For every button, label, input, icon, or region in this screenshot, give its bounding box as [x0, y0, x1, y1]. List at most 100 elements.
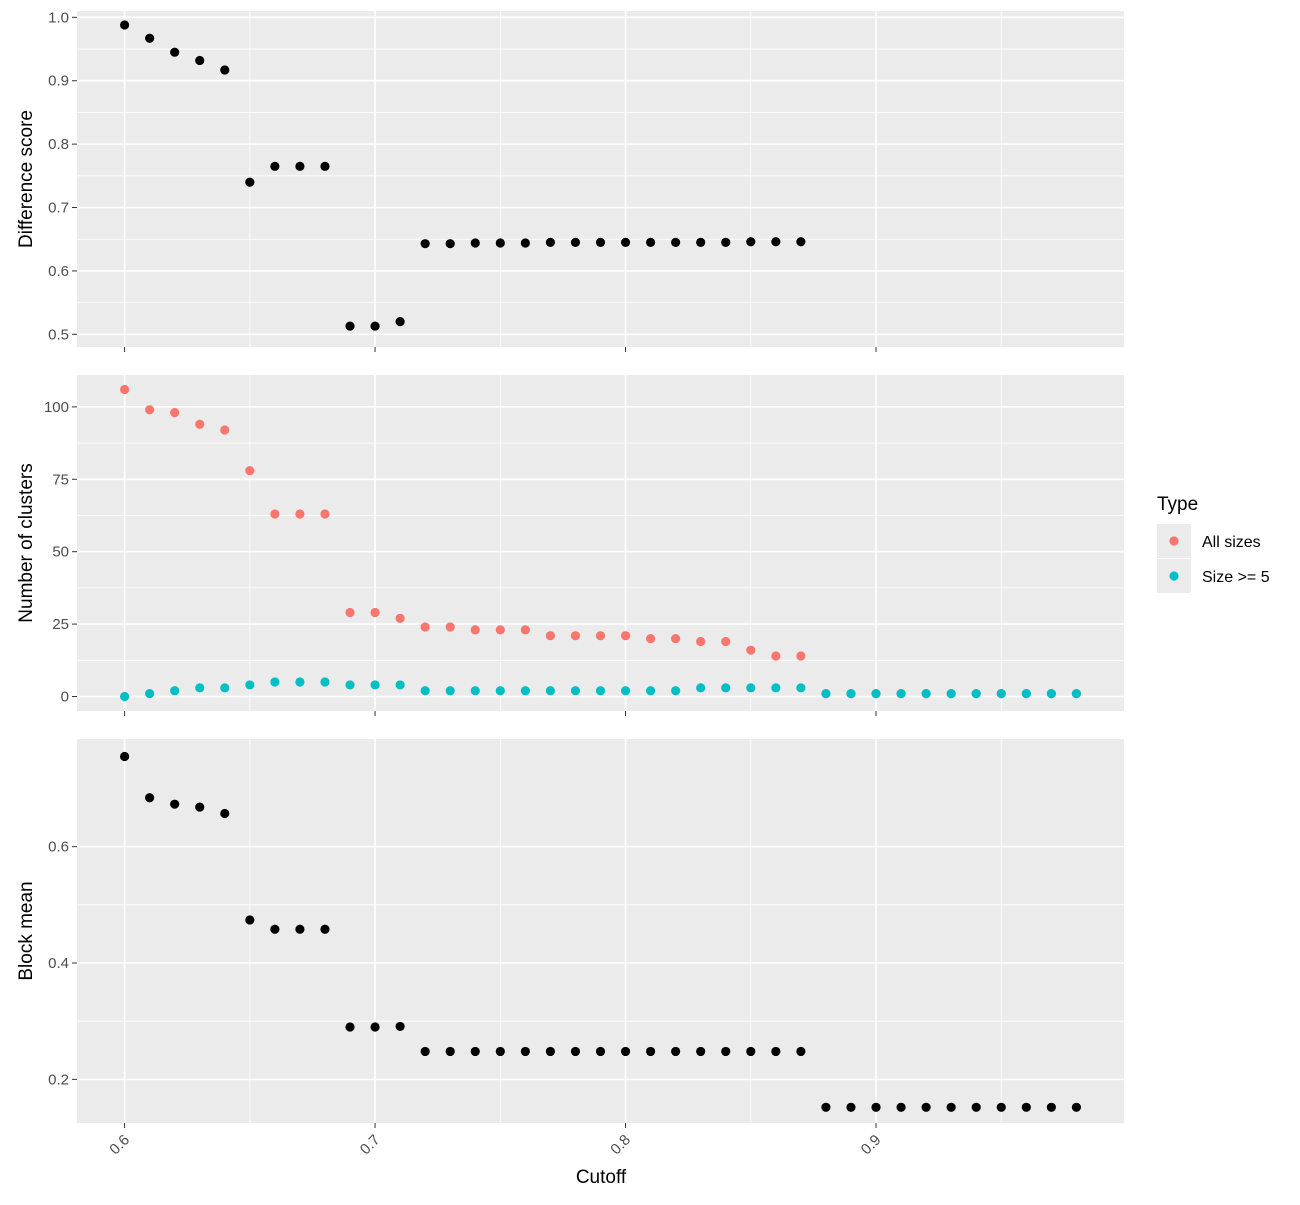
y-tick-label: 50 — [52, 544, 69, 561]
data-point — [1021, 1102, 1031, 1112]
data-point — [295, 924, 305, 934]
panel-background — [77, 375, 1124, 711]
data-point — [545, 237, 556, 247]
data-point — [270, 924, 280, 934]
data-point — [270, 509, 280, 519]
data-point — [295, 509, 305, 519]
legend-label-size-ge-5: Size >= 5 — [1202, 569, 1270, 586]
data-point — [671, 237, 681, 247]
y-tick-label: 0.7 — [48, 200, 69, 217]
x-tick-label: 0.6 — [106, 1131, 133, 1158]
data-point — [170, 408, 180, 418]
data-point — [796, 1046, 806, 1057]
panel-number-of-clusters: 0 25 50 75 100 Number of clusters — [16, 375, 1124, 716]
y-axis-title-difference-score: Difference score — [16, 110, 37, 248]
data-point — [119, 751, 130, 762]
data-point — [696, 237, 706, 247]
data-point — [119, 691, 130, 702]
legend: Type All sizes Size >= 5 — [1157, 494, 1270, 593]
data-point — [796, 651, 806, 661]
data-point — [696, 1046, 706, 1057]
data-point — [420, 239, 430, 249]
data-point — [170, 47, 180, 57]
panel-background — [77, 11, 1124, 347]
data-point — [595, 1046, 606, 1057]
data-point — [495, 625, 505, 635]
legend-title: Type — [1157, 494, 1198, 515]
y-tick-label: 100 — [44, 399, 69, 416]
data-point — [570, 631, 581, 641]
data-point — [796, 683, 806, 693]
data-point — [921, 689, 931, 699]
data-point — [896, 689, 906, 699]
data-point — [595, 631, 606, 641]
data-point — [320, 677, 330, 687]
data-point — [445, 239, 455, 249]
data-point — [671, 633, 681, 644]
data-point — [620, 237, 631, 247]
data-point — [746, 1046, 756, 1057]
legend-key-size-ge-5 — [1169, 571, 1179, 581]
data-point — [145, 33, 155, 43]
data-point — [971, 1102, 981, 1112]
data-point — [1071, 1102, 1082, 1112]
data-point — [445, 1046, 455, 1057]
data-point — [620, 686, 631, 696]
data-point — [671, 1046, 681, 1057]
data-point — [420, 1046, 430, 1057]
panel-background — [77, 739, 1124, 1123]
data-point — [946, 1102, 956, 1112]
data-point — [445, 686, 455, 696]
data-point — [345, 321, 355, 331]
data-point — [470, 1046, 480, 1057]
data-point — [495, 686, 505, 696]
data-point — [495, 1046, 505, 1057]
data-point — [470, 686, 480, 696]
data-point — [721, 683, 731, 693]
x-tick-label: 0.7 — [357, 1131, 384, 1158]
y-tick-label: 0.4 — [48, 955, 69, 972]
data-point — [1046, 1102, 1056, 1112]
data-point — [520, 686, 530, 696]
data-point — [220, 65, 230, 75]
panel-difference-score: 0.5 0.6 0.7 0.8 0.9 1.0 Difference score — [16, 9, 1124, 352]
y-tick-label: 0.6 — [48, 839, 69, 856]
data-point — [370, 1022, 380, 1032]
data-point — [370, 321, 380, 331]
data-point — [645, 633, 656, 644]
y-tick-label: 0.2 — [48, 1071, 69, 1088]
data-point — [996, 689, 1006, 699]
data-point — [671, 686, 681, 696]
data-point — [570, 237, 581, 247]
data-point — [345, 607, 355, 618]
data-point — [345, 680, 355, 690]
data-point — [170, 799, 180, 809]
data-point — [270, 161, 280, 171]
data-point — [220, 683, 230, 693]
data-point — [771, 683, 781, 693]
data-point — [395, 317, 405, 327]
data-point — [871, 689, 881, 699]
data-point — [595, 686, 606, 696]
data-point — [445, 622, 455, 632]
x-axis-title: Cutoff — [576, 1167, 627, 1188]
y-axis-title-number-of-clusters: Number of clusters — [16, 463, 37, 622]
data-point — [520, 1046, 530, 1057]
data-point — [270, 677, 280, 687]
data-point — [746, 237, 756, 247]
series-all-sizes — [119, 384, 1082, 699]
data-point — [821, 1102, 831, 1112]
data-point — [520, 625, 530, 635]
data-point — [971, 689, 981, 699]
data-point — [771, 237, 781, 247]
series-size-5 — [119, 677, 1082, 702]
data-point — [871, 1102, 881, 1112]
y-tick-label: 1.0 — [48, 9, 69, 26]
data-point — [771, 651, 781, 661]
data-point — [245, 915, 255, 925]
data-point — [620, 631, 631, 641]
data-point — [245, 465, 255, 476]
data-point — [570, 1046, 581, 1057]
